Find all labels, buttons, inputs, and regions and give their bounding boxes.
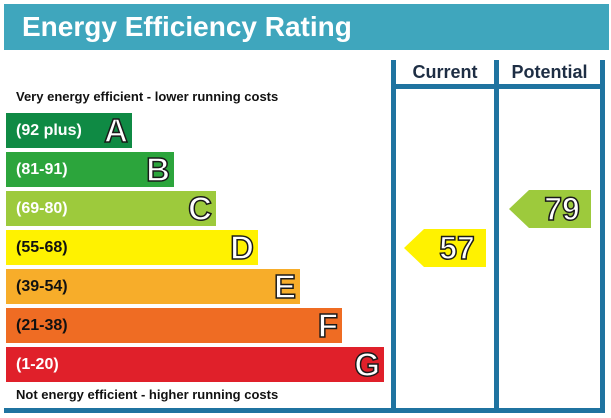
band-letter: E <box>273 268 297 305</box>
band-a: (92 plus) A <box>6 112 132 149</box>
current-rating-arrow: 57 <box>404 229 486 267</box>
band-range-label: (21-38) <box>16 317 68 334</box>
band-range-label: (1-20) <box>16 356 59 373</box>
band-letter: F <box>317 307 339 344</box>
divider-middle <box>494 60 499 413</box>
current-column-header: Current <box>412 62 478 82</box>
bottom-caption: Not energy efficient - higher running co… <box>16 387 279 402</box>
current-arrow-shape <box>404 229 486 267</box>
current-rating-value: 57 <box>438 229 475 267</box>
band-d: (55-68) D <box>6 229 258 266</box>
band-range-label: (55-68) <box>16 239 68 256</box>
band-range-label: (92 plus) <box>16 122 82 139</box>
divider-left <box>391 60 396 413</box>
potential-column-header: Potential <box>511 62 588 82</box>
band-letter: G <box>354 346 381 383</box>
potential-arrow-fill <box>509 190 591 228</box>
band-letter: B <box>145 151 170 188</box>
band-letter: A <box>103 112 128 149</box>
band-g: (1-20) G <box>6 346 384 383</box>
potential-arrow-shape <box>509 190 591 228</box>
bottom-rule <box>4 408 605 413</box>
band-range-label: (81-91) <box>16 161 68 178</box>
band-letter: C <box>187 190 212 227</box>
band-c: (69-80) C <box>6 190 216 227</box>
top-caption: Very energy efficient - lower running co… <box>16 89 279 104</box>
header-rule <box>391 84 605 89</box>
band-b: (81-91) B <box>6 151 174 188</box>
band-range-label: (69-80) <box>16 200 68 217</box>
band-letter: D <box>229 229 254 266</box>
title-bar: Energy Efficiency Rating <box>4 4 609 50</box>
divider-right <box>600 60 605 413</box>
band-range-label: (39-54) <box>16 278 68 295</box>
band-e: (39-54) E <box>6 268 300 305</box>
band-f: (21-38) F <box>6 307 342 344</box>
current-arrow-fill <box>404 229 486 267</box>
page-title: Energy Efficiency Rating <box>22 11 352 42</box>
potential-rating-value: 79 <box>543 190 580 228</box>
potential-rating-arrow: 79 <box>509 190 591 228</box>
